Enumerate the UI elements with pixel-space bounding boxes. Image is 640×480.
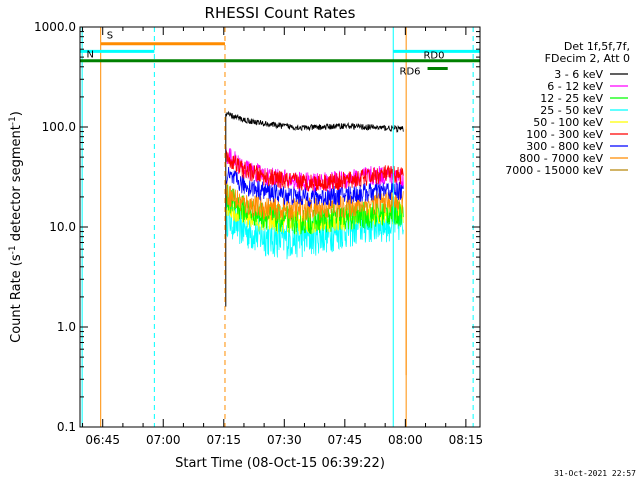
legend-entry-1: 6 - 12 keV	[547, 80, 603, 93]
y-axis-label-mid: detector segment	[9, 125, 24, 245]
y-axis-label-sup2: -1	[8, 116, 18, 125]
legend-header-1: FDecim 2, Att 0	[545, 52, 630, 65]
y-axis-label-main: Count Rate (s	[9, 254, 24, 343]
y-axis-label-end: )	[9, 111, 24, 116]
x-tick-label: 07:45	[328, 433, 363, 447]
series-layer	[225, 110, 407, 376]
x-tick-label: 07:30	[267, 433, 302, 447]
legend-entry-7: 800 - 7000 keV	[519, 152, 603, 165]
series-line-6	[225, 166, 404, 208]
x-tick-label: 08:15	[449, 433, 484, 447]
x-tick-label: 07:00	[146, 433, 181, 447]
y-axis-label: Count Rate (s-1 detector segment-1)	[8, 111, 24, 343]
axis-layer: 0.1 1.0 10.0 100.0 1000.0 06:45 07:00 07:15 07:3…	[34, 20, 483, 447]
legend-entry-8: 7000 - 15000 keV	[505, 164, 603, 177]
plot-timestamp: 31-Oct-2021 22:57	[554, 469, 636, 478]
legend-header-0: Det 1f,5f,7f,	[564, 40, 630, 53]
series-line-0	[225, 110, 404, 133]
state-bar-label-5: RD6	[400, 66, 421, 77]
x-tick-label: 07:15	[206, 433, 241, 447]
y-tick-label: 1000.0	[34, 20, 76, 34]
legend-entry-5: 100 - 300 keV	[526, 128, 603, 141]
legend-entry-3: 25 - 50 keV	[540, 104, 603, 117]
y-tick-label: 100.0	[42, 120, 76, 134]
legend-entry-2: 12 - 25 keV	[540, 92, 603, 105]
series-line-5	[225, 150, 404, 192]
chart-title: RHESSI Count Rates	[205, 4, 356, 22]
legend-entry-4: 50 - 100 keV	[533, 116, 603, 129]
x-axis-label: Start Time (08-Oct-15 06:39:22)	[175, 456, 385, 471]
y-tick-label: 0.1	[57, 420, 76, 434]
y-axis-label-sup1: -1	[8, 245, 18, 254]
state-bar-label-1: N	[87, 49, 94, 60]
x-tick-label: 08:00	[388, 433, 423, 447]
y-tick-label: 10.0	[49, 220, 76, 234]
state-bar-label-0: S	[107, 31, 113, 42]
state-bar-label-4: RD0	[423, 51, 444, 62]
legend-entry-6: 300 - 800 keV	[526, 140, 603, 153]
y-tick-label: 1.0	[57, 320, 76, 334]
legend-entry-0: 3 - 6 keV	[554, 68, 603, 81]
x-tick-label: 06:45	[85, 433, 120, 447]
